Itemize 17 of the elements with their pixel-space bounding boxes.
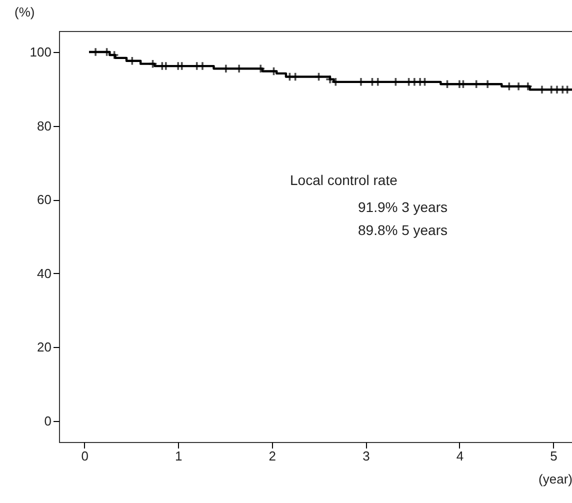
y-tick-label: 80: [37, 118, 52, 134]
y-tick-label: 40: [37, 266, 52, 281]
x-axis-title: (year): [538, 472, 572, 486]
y-tick-label: 0: [44, 413, 52, 428]
y-tick-label: 60: [37, 192, 52, 208]
x-tick-label: 1: [174, 448, 182, 464]
x-tick-label: 4: [456, 448, 464, 464]
x-tick-label: 3: [362, 448, 370, 464]
annotation: 91.9% 3 years: [358, 199, 448, 215]
y-tick-label: 20: [37, 340, 52, 355]
x-tick-label: 2: [268, 448, 276, 464]
annotation: Local control rate: [290, 172, 398, 188]
y-axis-title: (%): [14, 4, 35, 20]
annotation: 89.8% 5 years: [358, 222, 448, 238]
x-tick-label: 0: [81, 448, 88, 464]
y-tick-label: 100: [30, 44, 52, 60]
x-tick-label: 5: [550, 448, 558, 464]
